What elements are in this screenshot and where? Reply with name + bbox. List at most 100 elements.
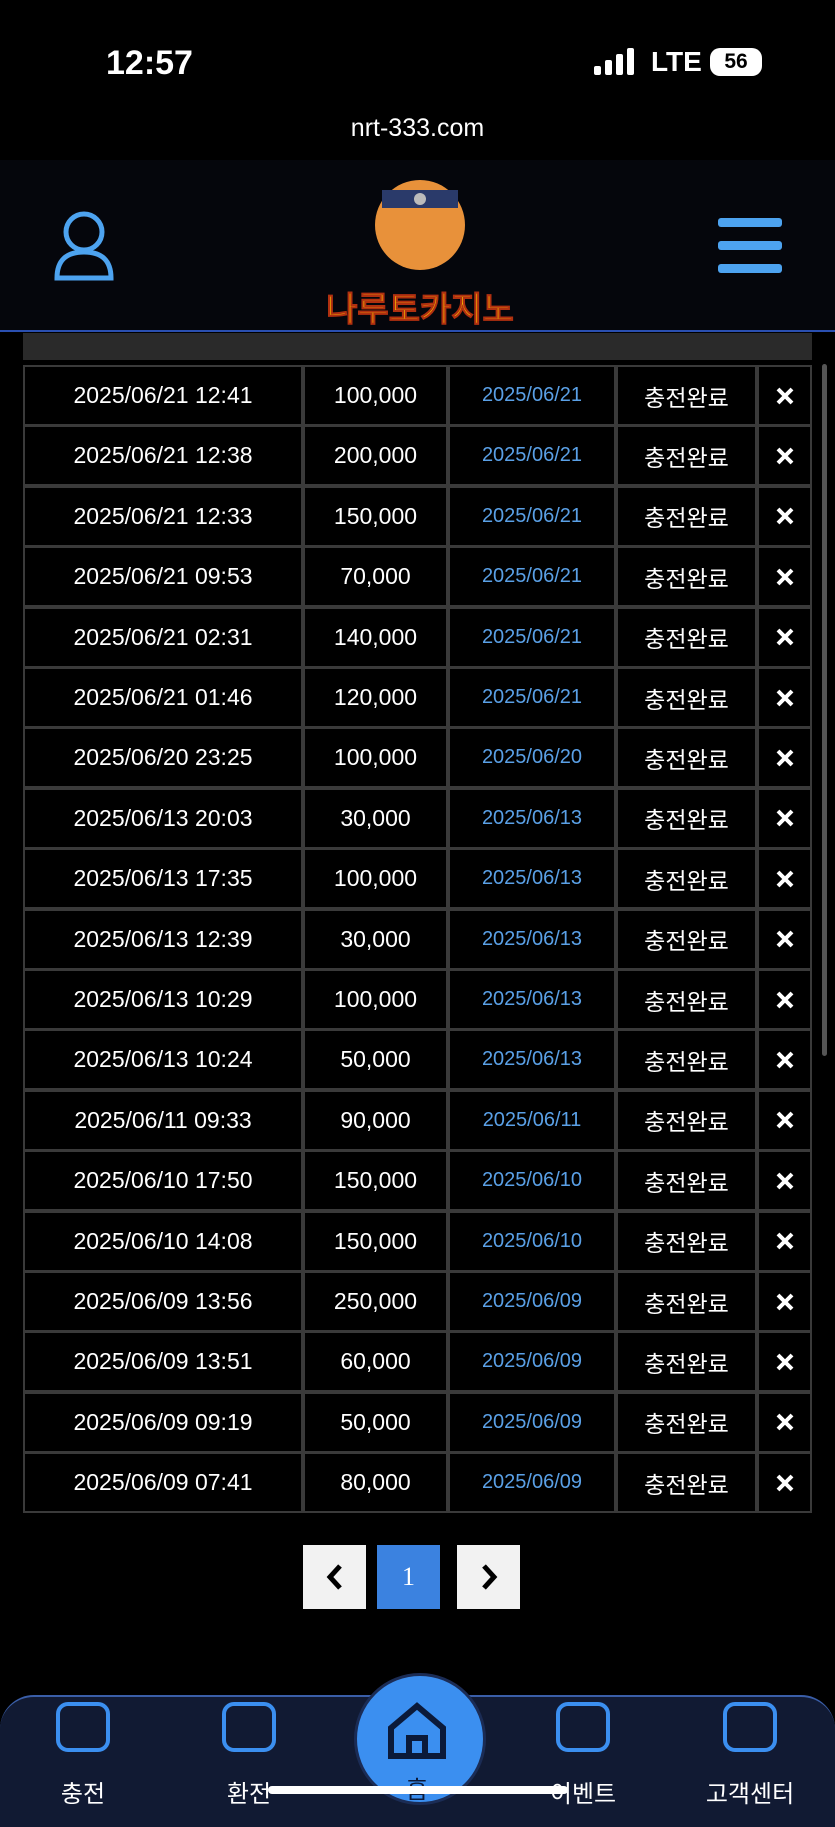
status: 충전완료 [616, 848, 757, 910]
amount: 80,000 [303, 1452, 448, 1514]
status: 충전완료 [616, 1271, 757, 1332]
menu-icon[interactable] [718, 218, 782, 274]
delete-button[interactable] [757, 1210, 812, 1272]
amount: 50,000 [303, 1029, 448, 1091]
status: 충전완료 [616, 1331, 757, 1393]
status: 충전완료 [616, 365, 757, 426]
amount: 100,000 [303, 727, 448, 789]
status: 충전완료 [616, 1150, 757, 1212]
user-icon[interactable] [52, 210, 117, 282]
amount: 60,000 [303, 1331, 448, 1393]
process-date: 2025/06/13 [448, 848, 616, 910]
process-date: 2025/06/21 [448, 425, 616, 487]
status: 충전완료 [616, 908, 757, 970]
nav-item[interactable]: 고객센터 [705, 1781, 795, 1808]
amount: 150,000 [303, 485, 448, 547]
nav-item[interactable]: 충전 [60, 1781, 106, 1808]
request-time: 2025/06/09 09:19 [23, 1391, 303, 1453]
network: LTE [651, 46, 702, 77]
delete-button[interactable] [757, 365, 812, 426]
request-time: 2025/06/13 10:24 [23, 1029, 303, 1091]
process-date: 2025/06/09 [448, 1271, 616, 1332]
process-date: 2025/06/10 [448, 1210, 616, 1272]
request-time: 2025/06/21 01:46 [23, 667, 303, 728]
delete-button[interactable] [757, 1089, 812, 1151]
status: 충전완료 [616, 425, 757, 487]
amount: 150,000 [303, 1150, 448, 1212]
request-time: 2025/06/09 07:41 [23, 1452, 303, 1514]
request-time: 2025/06/09 13:51 [23, 1331, 303, 1393]
process-date: 2025/06/20 [448, 727, 616, 789]
table-header [23, 333, 812, 360]
delete-button[interactable] [757, 848, 812, 910]
request-time: 2025/06/09 13:56 [23, 1271, 303, 1332]
process-date: 2025/06/13 [448, 787, 616, 849]
delete-button[interactable] [757, 908, 812, 970]
amount: 100,000 [303, 969, 448, 1030]
prev-page[interactable] [303, 1545, 366, 1609]
nav-icon [222, 1702, 276, 1752]
request-time: 2025/06/13 12:39 [23, 908, 303, 970]
signal-icon [594, 48, 634, 75]
amount: 100,000 [303, 848, 448, 910]
delete-button[interactable] [757, 667, 812, 728]
url: nrt-333.com [350, 114, 485, 142]
delete-button[interactable] [757, 546, 812, 608]
request-time: 2025/06/11 09:33 [23, 1089, 303, 1151]
amount: 70,000 [303, 546, 448, 608]
status: 충전완료 [616, 1210, 757, 1272]
status: 충전완료 [616, 727, 757, 789]
delete-button[interactable] [757, 1271, 812, 1332]
process-date: 2025/06/13 [448, 908, 616, 970]
process-date: 2025/06/21 [448, 546, 616, 608]
delete-button[interactable] [757, 485, 812, 547]
status: 충전완료 [616, 787, 757, 849]
process-date: 2025/06/21 [448, 606, 616, 668]
nav-icon [556, 1702, 610, 1752]
amount: 30,000 [303, 908, 448, 970]
delete-button[interactable] [757, 969, 812, 1030]
nav-item[interactable]: 이벤트 [549, 1781, 617, 1808]
amount: 200,000 [303, 425, 448, 487]
delete-button[interactable] [757, 425, 812, 487]
delete-button[interactable] [757, 606, 812, 668]
delete-button[interactable] [757, 727, 812, 789]
current-page[interactable]: 1 [377, 1545, 440, 1609]
delete-button[interactable] [757, 1391, 812, 1453]
home-indicator [268, 1786, 568, 1794]
nav-icon [723, 1702, 777, 1752]
time: 12:57 [106, 44, 193, 82]
request-time: 2025/06/21 12:38 [23, 425, 303, 487]
process-date: 2025/06/21 [448, 365, 616, 426]
logo[interactable]: 나루토카지노 [326, 291, 515, 330]
status: 충전완료 [616, 546, 757, 608]
request-time: 2025/06/21 12:33 [23, 485, 303, 547]
request-time: 2025/06/21 12:41 [23, 365, 303, 426]
status: 충전완료 [616, 1391, 757, 1453]
request-time: 2025/06/21 02:31 [23, 606, 303, 668]
process-date: 2025/06/09 [448, 1452, 616, 1514]
status: 충전완료 [616, 1029, 757, 1091]
status: 충전완료 [616, 667, 757, 728]
status: 충전완료 [616, 485, 757, 547]
logo-art [375, 180, 465, 270]
delete-button[interactable] [757, 1150, 812, 1212]
nav-item[interactable]: 환전 [226, 1781, 272, 1808]
process-date: 2025/06/13 [448, 969, 616, 1030]
process-date: 2025/06/21 [448, 667, 616, 728]
process-date: 2025/06/11 [448, 1089, 616, 1151]
amount: 100,000 [303, 365, 448, 426]
status: 충전완료 [616, 606, 757, 668]
amount: 150,000 [303, 1210, 448, 1272]
process-date: 2025/06/09 [448, 1391, 616, 1453]
amount: 90,000 [303, 1089, 448, 1151]
next-page[interactable] [457, 1545, 520, 1609]
amount: 140,000 [303, 606, 448, 668]
delete-button[interactable] [757, 1331, 812, 1393]
delete-button[interactable] [757, 787, 812, 849]
delete-button[interactable] [757, 1452, 812, 1514]
delete-button[interactable] [757, 1029, 812, 1091]
amount: 30,000 [303, 787, 448, 849]
home-icon [388, 1702, 446, 1759]
